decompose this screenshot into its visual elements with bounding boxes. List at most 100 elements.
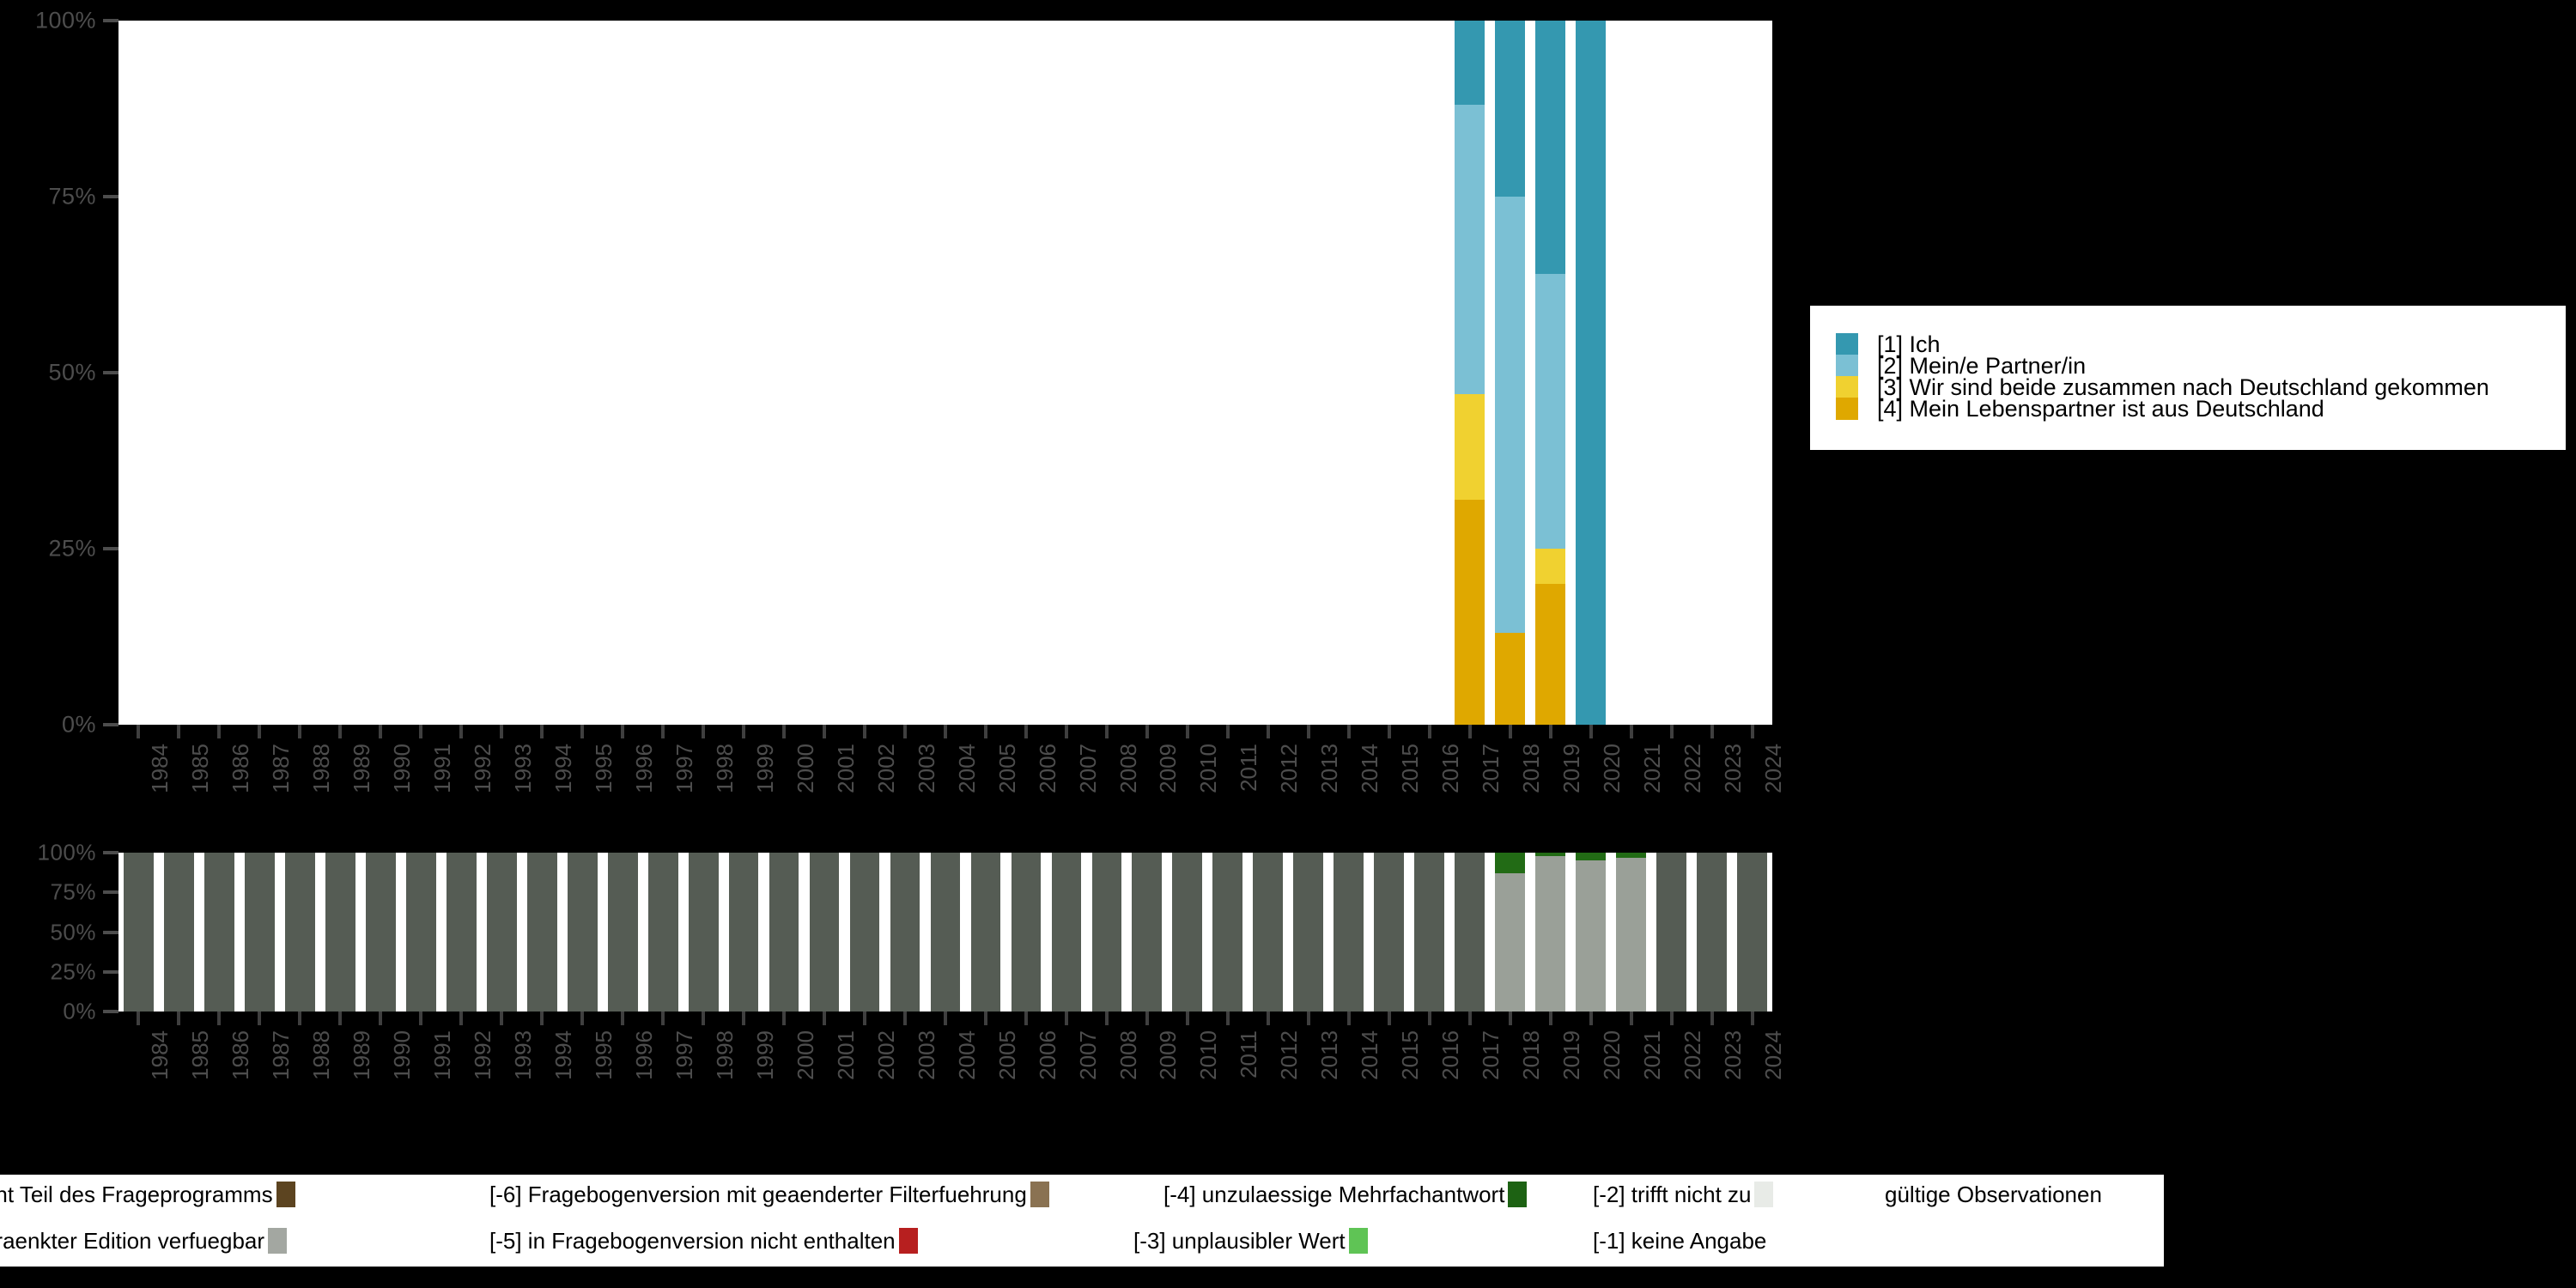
y-axis-tick-label: 0% — [63, 998, 96, 1024]
x-axis-tick-label: 1989 — [348, 744, 374, 793]
subplot-stacked-bar — [486, 853, 517, 1012]
x-axis-tick-label: 2004 — [953, 744, 980, 793]
x-axis-tick-mark — [540, 725, 544, 738]
subplot-stacked-bar — [325, 853, 355, 1012]
x-axis-tick-mark — [1387, 1012, 1391, 1025]
x-axis-tick-mark — [580, 725, 585, 738]
x-axis-tick-mark — [863, 725, 867, 738]
x-axis-tick-mark — [823, 1012, 827, 1025]
subplot-stacked-bar — [365, 853, 396, 1012]
main-chart-panel: 0% 25% 50% 75% 100% 1984 1985 1986 1987 1988 1989… — [0, 0, 1803, 841]
x-axis-tick-mark — [1266, 725, 1270, 738]
x-axis-tick-mark — [1427, 725, 1431, 738]
missing-legend-label: [-5] in Fragebogenversion nicht enthalte… — [489, 1227, 896, 1254]
x-axis-tick-mark — [1145, 725, 1149, 738]
y-axis-tick-label: 75% — [48, 183, 96, 210]
x-axis-tick-mark — [258, 725, 262, 738]
bar-segment — [486, 853, 517, 1012]
x-axis-tick-mark — [459, 1012, 464, 1025]
subplot-stacked-bar — [647, 853, 678, 1012]
x-axis-tick-mark — [1589, 1012, 1593, 1025]
legend-item[interactable]: [1] Ich — [1836, 331, 1941, 357]
x-axis-tick-mark — [1387, 725, 1391, 738]
bar-segment — [1535, 853, 1565, 856]
missing-legend-label: [-1] keine Angabe — [1593, 1227, 1767, 1254]
missing-legend-item[interactable]: [-2] trifft nicht zu — [1593, 1180, 1774, 1209]
x-axis-tick-label: 2010 — [1195, 744, 1222, 793]
x-axis-tick-label: 2009 — [1155, 1030, 1182, 1080]
missing-legend-label: [-6] Fragebogenversion mit geaenderter F… — [489, 1181, 1027, 1207]
x-axis-tick-mark — [1669, 725, 1674, 738]
x-axis-tick-mark — [1750, 1012, 1754, 1025]
missing-legend-item[interactable]: [-3] unplausibler Wert — [1133, 1226, 1368, 1255]
x-axis-tick-mark — [379, 1012, 383, 1025]
missing-legend-item[interactable]: gültige Observationen — [1885, 1180, 2102, 1209]
x-axis-tick-mark — [1467, 1012, 1472, 1025]
bar-segment — [1495, 21, 1526, 197]
x-axis-tick-label: 1999 — [751, 1030, 778, 1080]
subplot-stacked-bar — [526, 853, 557, 1012]
subplot-stacked-bar — [567, 853, 598, 1012]
x-axis-tick-mark — [1589, 725, 1593, 738]
x-axis-tick-label: 2015 — [1397, 1030, 1424, 1080]
bar-segment — [1535, 584, 1565, 725]
main-plot-area — [118, 21, 1772, 725]
legend-item[interactable]: [3] Wir sind beide zusammen nach Deutsch… — [1836, 374, 2489, 400]
y-axis-tick-label: 0% — [61, 711, 96, 738]
stacked-bar — [1535, 21, 1565, 725]
legend-item[interactable]: [4] Mein Lebenspartner ist aus Deutschla… — [1836, 396, 2324, 422]
x-axis-tick-mark — [1710, 725, 1714, 738]
x-axis-tick-mark — [419, 725, 423, 738]
y-axis-tick-label: 75% — [50, 878, 96, 905]
missing-legend-item[interactable]: [-5] in Fragebogenversion nicht enthalte… — [489, 1226, 918, 1255]
missing-legend-item[interactable]: er eingeschraenkter Edition verfuegbar — [0, 1226, 288, 1255]
y-axis-tick-label: 50% — [50, 919, 96, 945]
missing-legend-item[interactable]: [-6] Fragebogenversion mit geaenderter F… — [489, 1180, 1049, 1209]
x-axis-tick-mark — [137, 725, 141, 738]
bar-segment — [1656, 853, 1686, 1012]
x-axis-tick-label: 1987 — [268, 744, 295, 793]
bar-segment — [688, 853, 719, 1012]
x-axis-tick-mark — [1064, 725, 1068, 738]
bar-segment — [1132, 853, 1163, 1012]
x-axis-tick-label: 2015 — [1397, 744, 1424, 793]
bar-segment — [1495, 197, 1526, 634]
x-axis-tick-label: 2005 — [993, 1030, 1020, 1080]
x-axis-tick-label: 1988 — [308, 744, 334, 793]
bar-segment — [769, 853, 799, 1012]
legend-item[interactable]: [2] Mein/e Partner/in — [1836, 353, 2086, 379]
x-axis-tick-label: 1997 — [671, 1030, 697, 1080]
missing-legend-item[interactable]: em Jahr nicht Teil des Frageprogramms — [0, 1180, 295, 1209]
subplot-stacked-bar — [1172, 853, 1203, 1012]
missing-legend-color-swatch — [1348, 1228, 1368, 1254]
x-axis-tick-label: 2013 — [1316, 1030, 1343, 1080]
missing-legend-item[interactable]: [-1] keine Angabe — [1593, 1226, 1766, 1255]
bar-segment — [890, 853, 920, 1012]
x-axis-tick-mark — [782, 1012, 787, 1025]
subplot-stacked-bar — [285, 853, 315, 1012]
bar-segment — [647, 853, 678, 1012]
bar-segment — [1414, 853, 1445, 1012]
y-axis-tick-label: 100% — [37, 839, 96, 866]
y-axis-tick-mark — [103, 547, 118, 550]
x-axis-tick-label: 1986 — [228, 744, 254, 793]
x-axis-tick-mark — [1346, 725, 1351, 738]
missing-legend-item[interactable]: [-4] unzulaessige Mehrfachantwort — [1163, 1180, 1528, 1209]
bar-segment — [1697, 853, 1727, 1012]
x-axis-tick-mark — [983, 1012, 987, 1025]
subplot-stacked-bar — [1616, 853, 1646, 1012]
bar-segment — [970, 853, 1001, 1012]
legend-color-swatch — [1836, 333, 1858, 355]
x-axis-tick-mark — [1629, 1012, 1633, 1025]
x-axis-tick-mark — [298, 1012, 302, 1025]
subplot-plot-area — [118, 853, 1772, 1012]
x-axis-tick-mark — [1427, 1012, 1431, 1025]
bar-segment — [1455, 499, 1485, 725]
subplot-x-axis: 1984 1985 1986 1987 1988 1989 1990 1991 1992 1993… — [118, 1012, 1786, 1132]
series-legend: [1] Ich [2] Mein/e Partner/in [3] Wir sind… — [1810, 306, 2566, 450]
missing-legend-label: [-2] trifft nicht zu — [1593, 1181, 1752, 1207]
subplot-stacked-bar — [164, 853, 194, 1012]
x-axis-tick-mark — [1710, 1012, 1714, 1025]
x-axis-tick-label: 1984 — [147, 744, 173, 793]
bar-segment — [1535, 855, 1565, 1012]
